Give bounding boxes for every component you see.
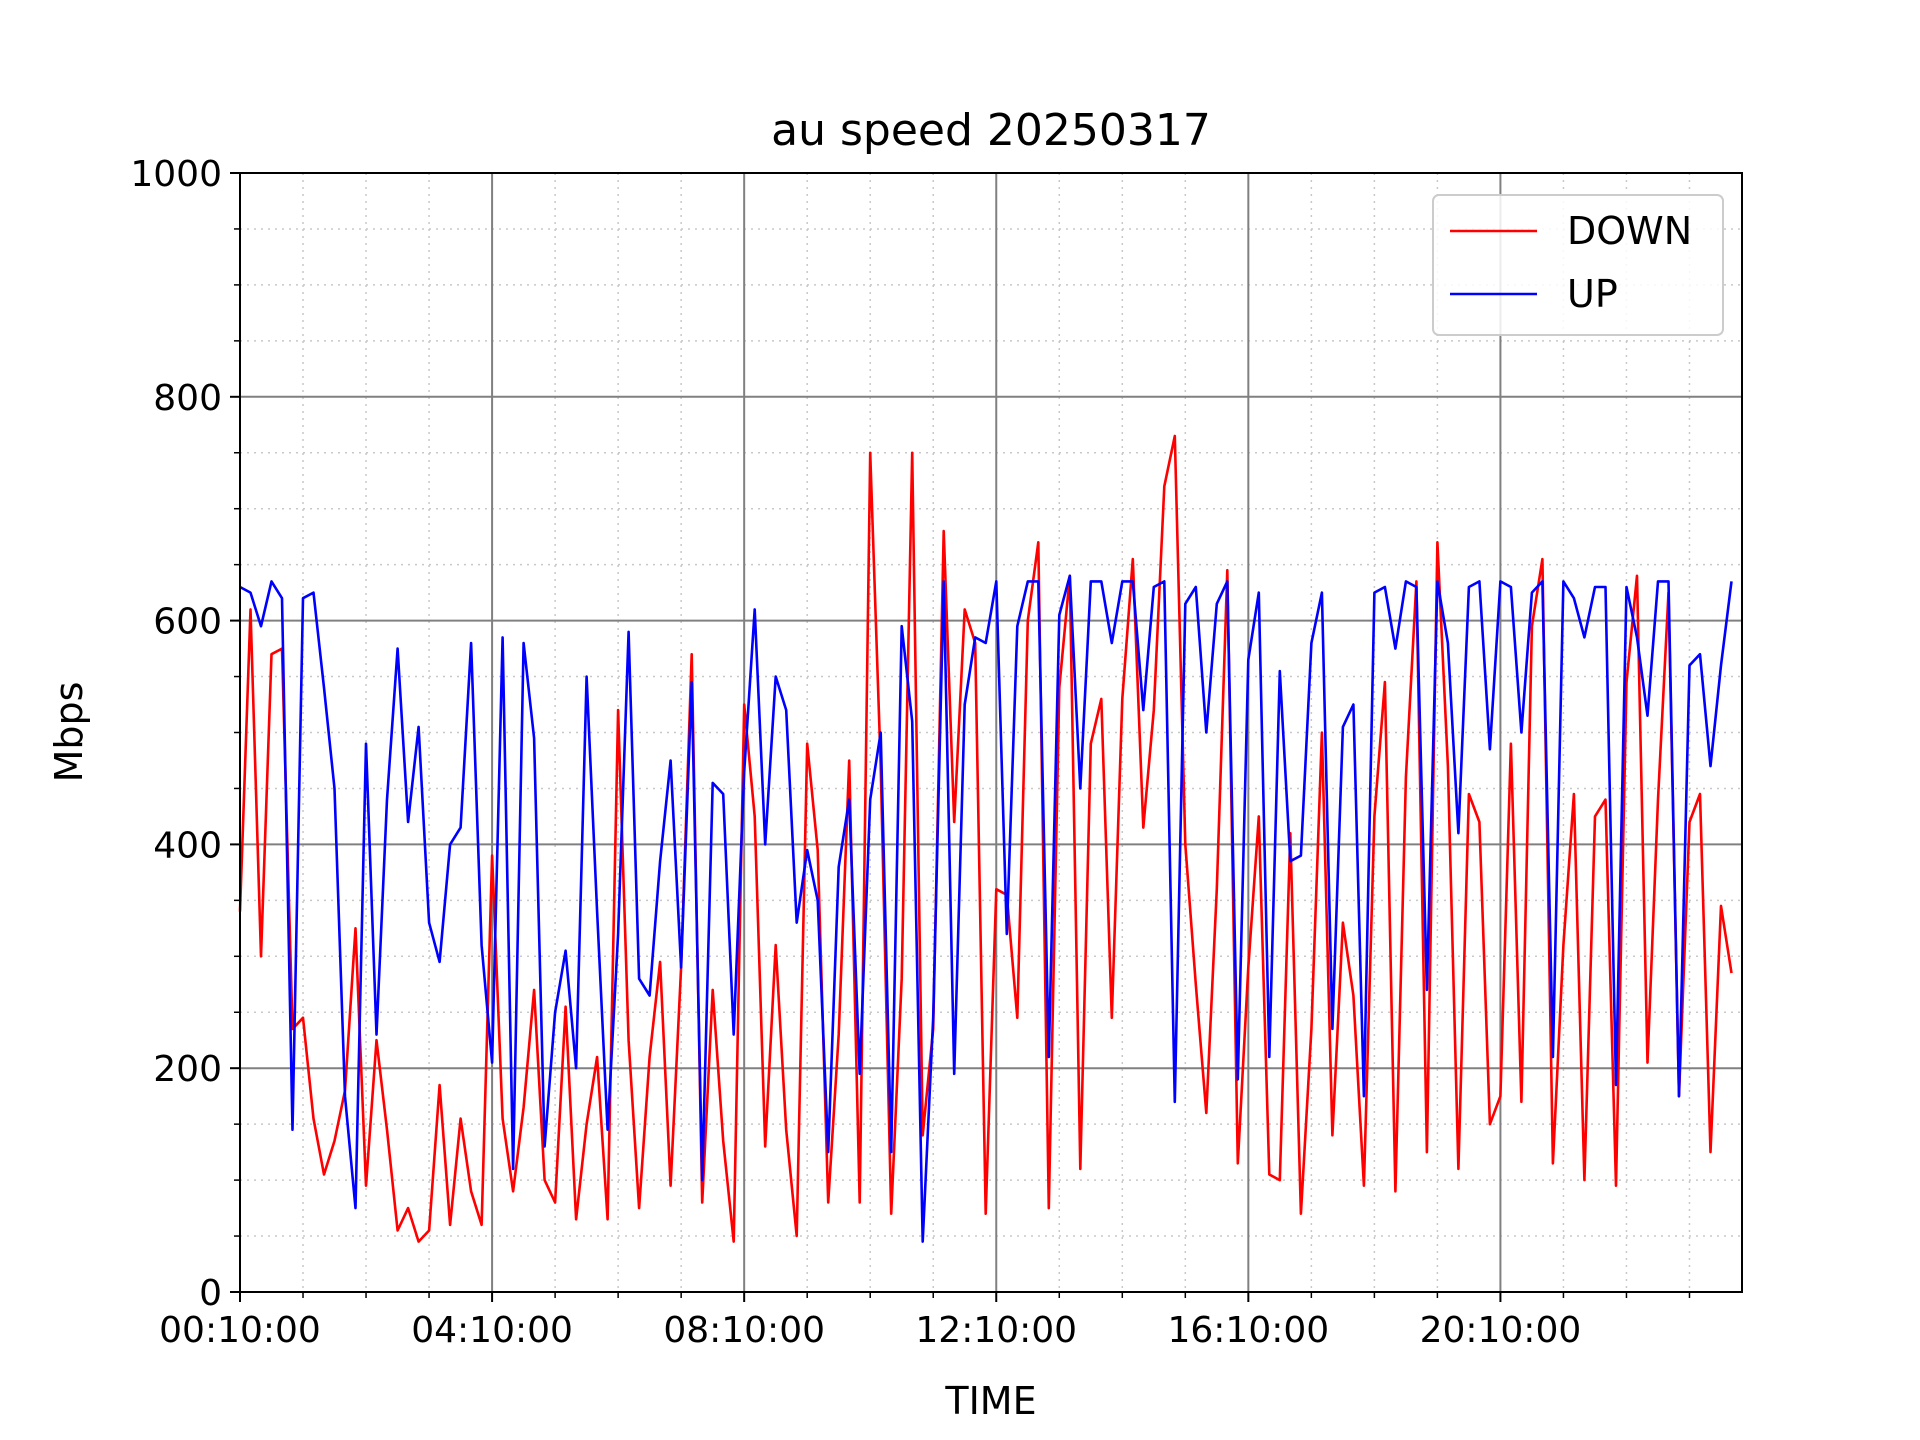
y-tick-label: 200 [153,1049,222,1090]
x-axis-label: TIME [944,1379,1036,1423]
y-tick-label: 600 [153,602,222,643]
chart-title: au speed 20250317 [771,105,1211,156]
y-tick-label: 400 [153,825,222,866]
minor-grid [240,173,1742,1292]
legend-label-down: DOWN [1567,209,1692,253]
y-axis-label: Mbps [47,682,91,783]
series-line-down [238,434,1733,1243]
x-tick-label: 00:10:00 [159,1310,321,1351]
legend: DOWN UP [1432,194,1724,336]
x-tick-label: 20:10:00 [1420,1310,1582,1351]
y-tick-label: 800 [153,378,222,419]
x-tick-label: 16:10:00 [1167,1310,1329,1351]
legend-label-up: UP [1567,272,1618,316]
y-tick-label: 0 [199,1273,222,1314]
x-tick-label: 08:10:00 [663,1310,825,1351]
axis-ticks: 00:10:00 04:10:00 08:10:00 12:10:00 16:10:00… [130,154,1691,1351]
x-tick-label: 04:10:00 [411,1310,573,1351]
y-tick-label: 1000 [130,154,222,195]
series-layer [238,434,1733,1243]
series-line-up [239,574,1733,1243]
x-tick-label: 12:10:00 [915,1310,1077,1351]
